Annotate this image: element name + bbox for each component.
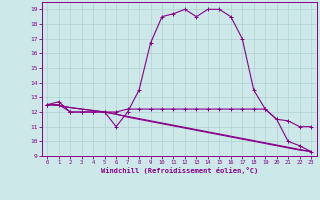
X-axis label: Windchill (Refroidissement éolien,°C): Windchill (Refroidissement éolien,°C) xyxy=(100,167,258,174)
